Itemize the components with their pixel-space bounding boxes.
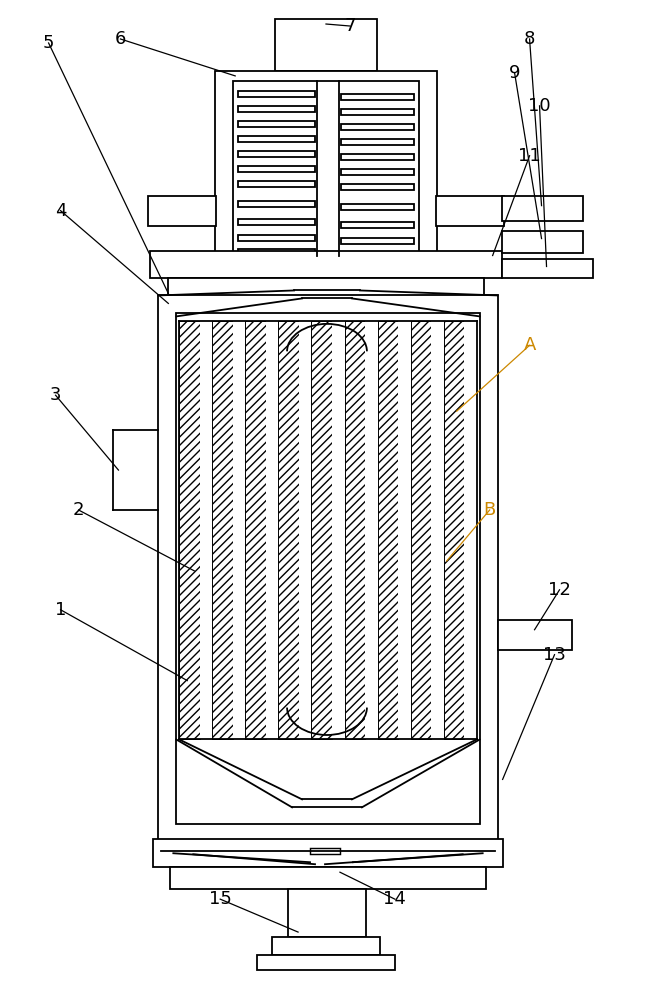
Bar (312, 321, 332, 739)
Text: 14: 14 (383, 890, 406, 908)
Bar (411, 321, 431, 739)
Bar (340, 238, 414, 244)
Bar (340, 124, 414, 130)
Bar (200, 321, 213, 739)
Bar (332, 321, 344, 739)
Bar (176, 313, 480, 824)
Text: 3: 3 (50, 386, 61, 404)
Bar (238, 121, 315, 127)
Bar (233, 321, 245, 739)
Bar (340, 154, 414, 160)
Bar (179, 321, 200, 739)
Bar (299, 321, 312, 739)
Bar (272, 937, 380, 955)
Bar (340, 169, 414, 175)
Bar (149, 196, 216, 226)
Bar (238, 136, 315, 142)
Bar (340, 109, 414, 115)
Bar (151, 251, 501, 278)
Bar (238, 219, 315, 225)
Bar (245, 321, 266, 739)
Bar (340, 139, 414, 145)
Text: 8: 8 (524, 30, 535, 48)
Text: 12: 12 (548, 581, 571, 599)
Bar (238, 151, 315, 157)
Text: 5: 5 (43, 34, 54, 52)
Text: B: B (484, 501, 496, 519)
Bar (278, 321, 299, 739)
Text: 9: 9 (509, 64, 520, 82)
Text: 4: 4 (55, 202, 67, 220)
Bar (238, 166, 315, 172)
Text: 2: 2 (73, 501, 84, 519)
Bar (340, 184, 414, 190)
Bar (215, 71, 437, 261)
Bar (340, 204, 414, 210)
Text: 1: 1 (55, 601, 67, 619)
Bar (501, 259, 593, 278)
Bar (501, 231, 584, 253)
Bar (153, 839, 503, 867)
Bar (233, 81, 419, 256)
Bar (168, 278, 484, 298)
Bar (443, 321, 464, 739)
Bar (238, 235, 315, 241)
Bar (340, 94, 414, 100)
Bar (238, 201, 315, 207)
Bar (436, 196, 503, 226)
Bar (497, 620, 572, 650)
Text: 15: 15 (209, 890, 231, 908)
Bar (288, 889, 366, 937)
Bar (238, 181, 315, 187)
Bar (431, 321, 443, 739)
Bar (238, 91, 315, 97)
Text: 6: 6 (115, 30, 126, 48)
Bar (340, 222, 414, 228)
Text: 11: 11 (518, 147, 541, 165)
Text: 13: 13 (543, 646, 566, 664)
Bar (266, 321, 278, 739)
Bar (365, 321, 378, 739)
Bar (275, 19, 377, 71)
Bar (257, 955, 395, 970)
Bar (501, 196, 584, 221)
Text: 10: 10 (528, 97, 551, 115)
Bar (238, 106, 315, 112)
Bar (238, 249, 315, 255)
Bar (464, 321, 477, 739)
Bar (170, 867, 486, 889)
Bar (310, 848, 340, 854)
Bar (158, 295, 497, 842)
Text: 7: 7 (344, 17, 356, 35)
Bar (398, 321, 411, 739)
Bar (213, 321, 233, 739)
Text: A: A (524, 336, 536, 354)
Bar (378, 321, 398, 739)
Bar (344, 321, 365, 739)
